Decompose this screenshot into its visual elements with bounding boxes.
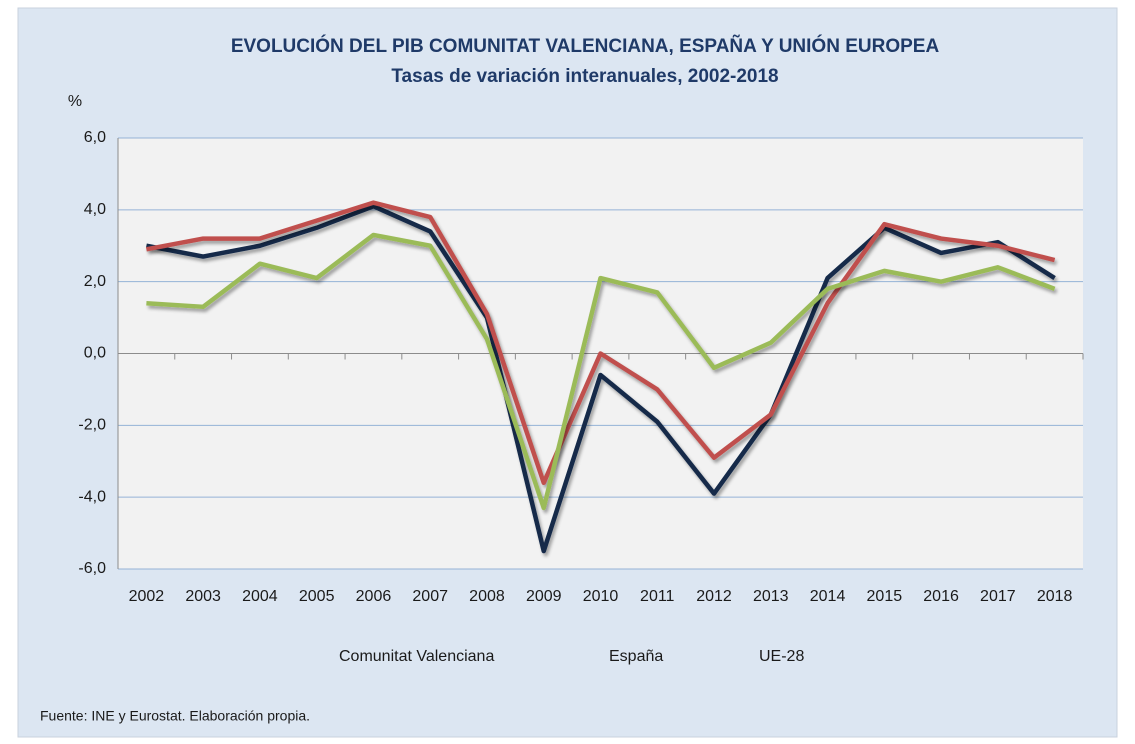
- legend-label: UE-28: [759, 648, 804, 665]
- x-tick-label: 2015: [867, 588, 903, 605]
- x-tick-label: 2006: [356, 588, 392, 605]
- y-tick-label: -2,0: [78, 417, 106, 434]
- x-tick-label: 2005: [299, 588, 335, 605]
- legend: Comunitat Valenciana España UE-28: [282, 648, 804, 665]
- source-note: Fuente: INE y Eurostat. Elaboración prop…: [40, 708, 310, 724]
- x-tick-label: 2004: [242, 588, 278, 605]
- series-line: [145, 203, 1056, 554]
- chart-title: EVOLUCIÓN DEL PIB COMUNITAT VALENCIANA, …: [231, 35, 940, 57]
- x-tick-label: 2008: [469, 588, 505, 605]
- chart-subtitle: Tasas de variación interanuales, 2002-20…: [391, 66, 778, 87]
- x-tick-label: 2012: [696, 588, 732, 605]
- x-tick-label: 2013: [753, 588, 789, 605]
- series-line: [146, 232, 1056, 511]
- y-tick-label: -4,0: [78, 488, 106, 505]
- legend-label: Comunitat Valenciana: [339, 648, 494, 665]
- lines: [145, 200, 1056, 554]
- y-tick-label: 4,0: [84, 201, 106, 218]
- x-tick-label: 2002: [129, 588, 165, 605]
- x-tick-label: 2014: [810, 588, 846, 605]
- x-tick-label: 2016: [923, 588, 959, 605]
- series-line: [145, 200, 1056, 486]
- x-tick-label: 2011: [640, 588, 675, 605]
- x-tick-label: 2003: [185, 588, 221, 605]
- y-tick-label: 0,0: [84, 345, 106, 362]
- x-tick-label: 2018: [1037, 588, 1073, 605]
- x-tick-label: 2007: [412, 588, 448, 605]
- y-tick-label: 6,0: [84, 129, 106, 146]
- legend-label: España: [609, 648, 663, 665]
- y-axis-label: %: [68, 93, 82, 110]
- y-tick-label: 2,0: [84, 273, 106, 290]
- x-tick-label: 2009: [526, 588, 562, 605]
- x-tick-label: 2010: [583, 588, 619, 605]
- y-tick-label: -6,0: [78, 560, 106, 577]
- x-tick-label: 2017: [980, 588, 1016, 605]
